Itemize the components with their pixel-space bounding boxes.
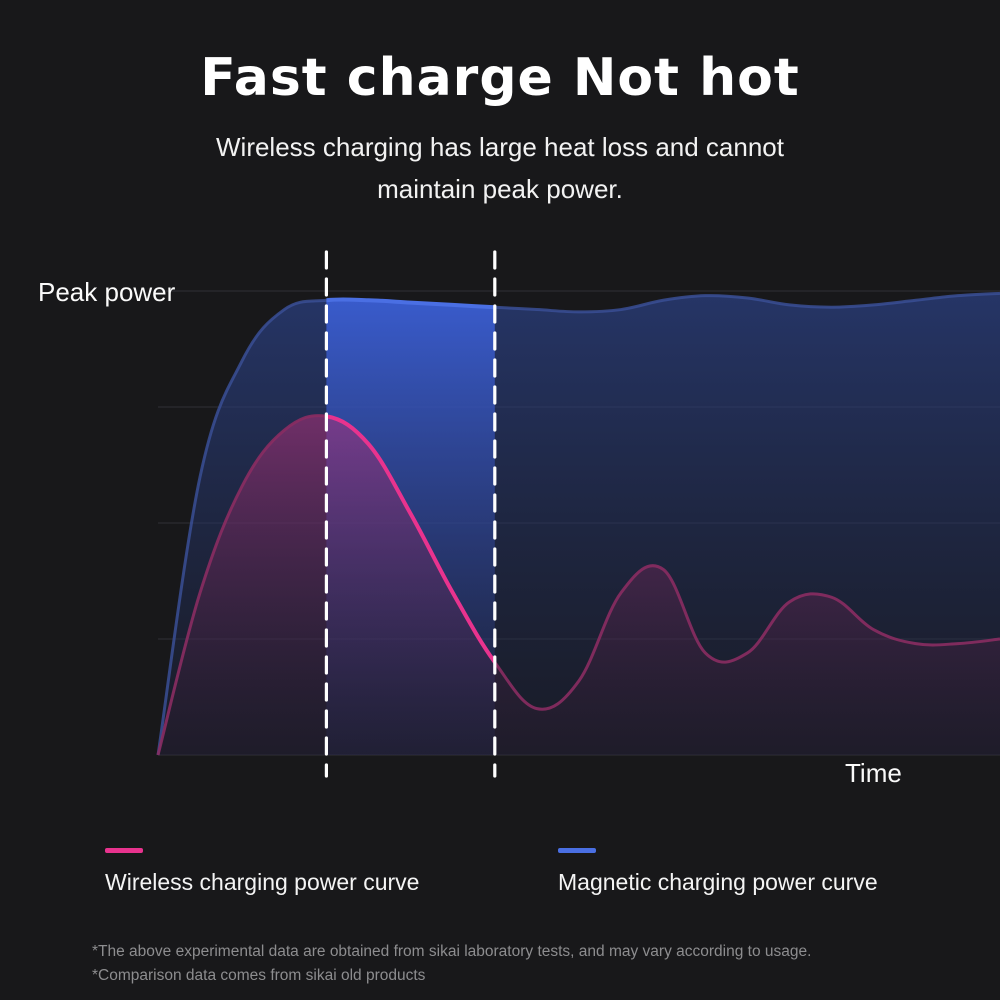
wireless-area [158,415,1000,755]
legend-swatch-wireless [105,848,143,853]
legend-label-wireless: Wireless charging power curve [105,869,420,895]
legend-swatch-magnetic [558,848,596,853]
footnote-1: *The above experimental data are obtaine… [92,943,812,960]
footnote-2: *Comparison data comes from sikai old pr… [92,967,426,984]
legend-label-magnetic: Magnetic charging power curve [558,869,878,895]
x-axis-label: Time [845,758,902,788]
magnetic-curve [156,291,1000,756]
wireless-curve [156,414,1000,756]
page-title: Fast charge Not hot [200,48,800,108]
page-subtitle: Wireless charging has large heat loss an… [216,132,784,204]
highlight-markers [324,250,497,778]
y-axis-label: Peak power [38,277,176,307]
